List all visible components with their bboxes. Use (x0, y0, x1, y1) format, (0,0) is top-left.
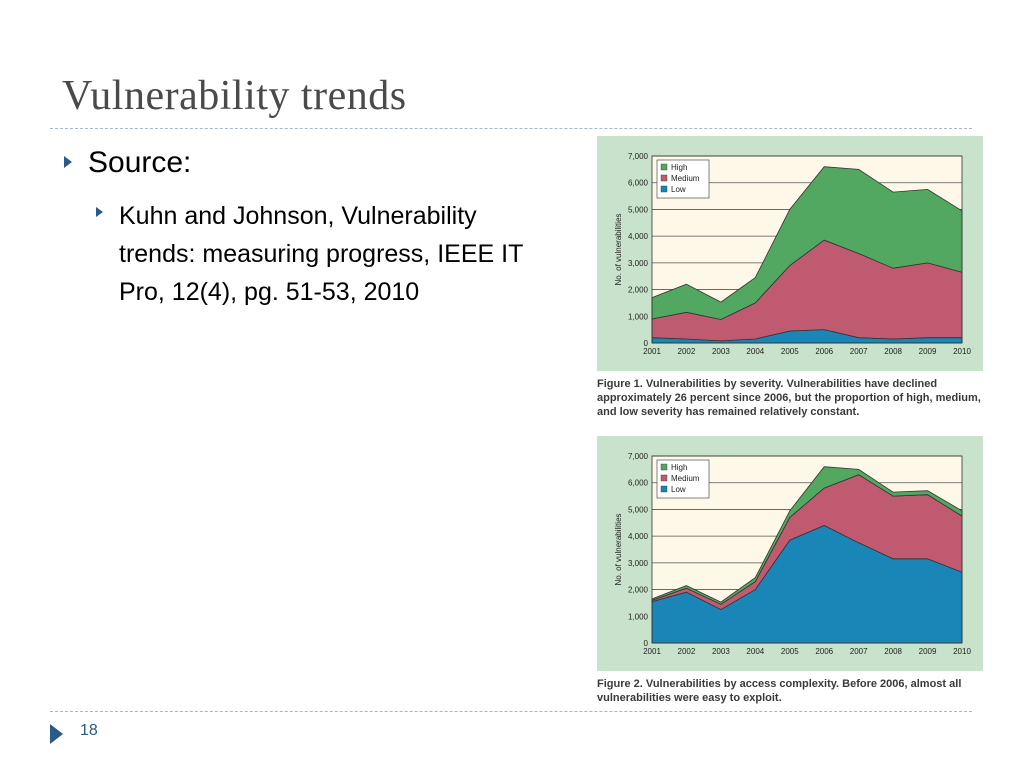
bullet-reference: Kuhn and Johnson, Vulnerability trends: … (96, 197, 559, 311)
x-tick-label: 2006 (815, 647, 833, 656)
x-tick-label: 2006 (815, 347, 833, 356)
x-tick-label: 2008 (884, 647, 902, 656)
legend-swatch-medium (660, 474, 668, 482)
legend-swatch-medium (660, 174, 668, 182)
page-number: 18 (80, 722, 98, 739)
footer-divider (50, 711, 972, 712)
legend-swatch-low (660, 185, 668, 193)
plot-border (651, 455, 963, 644)
x-tick-label: 2009 (919, 347, 937, 356)
chart-severity: 0 1,000 2,000 3,000 4,000 5,000 6,000 7,000 2001… (614, 152, 971, 356)
x-tick-label: 2003 (712, 347, 730, 356)
y-axis-label: No. of vulnerabilities (614, 213, 623, 285)
bullet-source-text: Source: (88, 146, 192, 179)
y-axis-label: No. of vulnerabilities (614, 513, 623, 585)
plot-border (651, 155, 963, 344)
y-tick-label: 1,000 (628, 312, 649, 321)
chart-access-complexity: 0 1,000 2,000 3,000 4,000 5,000 6,000 7,000 2001… (614, 452, 971, 656)
y-tick-label: 2,000 (628, 286, 649, 295)
figure-1-caption: Figure 1. Vulnerabilities by severity. V… (597, 378, 981, 418)
x-tick-label: 2008 (884, 347, 902, 356)
y-tick-label: 5,000 (628, 505, 649, 514)
figure-1-panel: 0 1,000 2,000 3,000 4,000 5,000 6,000 7,000 2001… (597, 136, 983, 371)
footer-triangle-icon (50, 724, 63, 744)
title-divider (50, 128, 972, 129)
slide-title: Vulnerability trends (62, 73, 407, 119)
x-tick-label: 2003 (712, 647, 730, 656)
x-tick-label: 2005 (781, 347, 799, 356)
x-tick-label: 2001 (643, 647, 661, 656)
x-tick-label: 2001 (643, 347, 661, 356)
legend-swatch-high (660, 163, 668, 171)
y-tick-label: 2,000 (628, 586, 649, 595)
legend-label-medium: Medium (671, 474, 700, 483)
y-tick-label: 0 (644, 639, 649, 648)
x-tick-label: 2007 (850, 647, 868, 656)
y-tick-label: 3,000 (628, 259, 649, 268)
y-tick-label: 6,000 (628, 179, 649, 188)
y-tick-label: 6,000 (628, 479, 649, 488)
x-tick-label: 2002 (678, 647, 696, 656)
x-tick-label: 2010 (953, 647, 971, 656)
x-tick-label: 2009 (919, 647, 937, 656)
legend-label-low: Low (671, 185, 686, 194)
y-tick-label: 5,000 (628, 205, 649, 214)
y-tick-label: 7,000 (628, 452, 649, 461)
y-tick-label: 3,000 (628, 559, 649, 568)
x-tick-label: 2002 (678, 347, 696, 356)
figure-2: 0 1,000 2,000 3,000 4,000 5,000 6,000 7,000 2001… (597, 436, 983, 705)
y-tick-label: 4,000 (628, 232, 649, 241)
x-tick-label: 2005 (781, 647, 799, 656)
legend-swatch-high (660, 463, 668, 471)
y-tick-label: 0 (644, 339, 649, 348)
y-tick-label: 1,000 (628, 612, 649, 621)
x-tick-label: 2004 (746, 647, 764, 656)
sub-bullet-triangle-icon (96, 207, 103, 217)
x-tick-label: 2010 (953, 347, 971, 356)
legend-swatch-low (660, 485, 668, 493)
figure-2-panel: 0 1,000 2,000 3,000 4,000 5,000 6,000 7,000 2001… (597, 436, 983, 671)
bullet-triangle-icon (64, 156, 72, 168)
y-tick-label: 7,000 (628, 152, 649, 161)
x-tick-label: 2004 (746, 347, 764, 356)
bullet-source: Source: (64, 146, 191, 180)
figure-2-caption: Figure 2. Vulnerabilities by access comp… (597, 678, 962, 704)
legend-label-medium: Medium (671, 174, 700, 183)
x-tick-label: 2007 (850, 347, 868, 356)
y-tick-label: 4,000 (628, 532, 649, 541)
bullet-reference-text: Kuhn and Johnson, Vulnerability trends: … (119, 202, 523, 306)
legend-label-high: High (671, 163, 687, 172)
figure-1: 0 1,000 2,000 3,000 4,000 5,000 6,000 7,000 2001… (597, 136, 983, 419)
legend-label-high: High (671, 463, 687, 472)
legend-label-low: Low (671, 485, 686, 494)
